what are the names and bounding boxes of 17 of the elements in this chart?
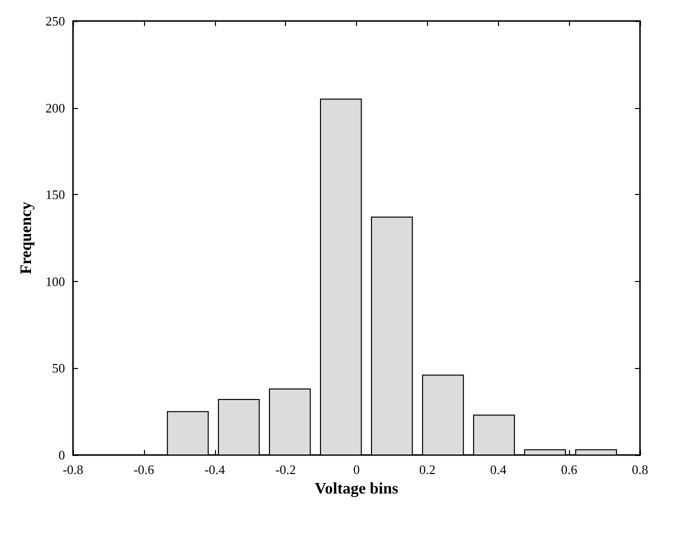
x-axis-title: Voltage bins (314, 480, 398, 498)
y-tick-label: 0 (58, 448, 65, 462)
x-tick-label: 0.8 (632, 462, 648, 477)
x-tick-label: 0.4 (490, 462, 507, 477)
x-tick-label: 0 (353, 462, 360, 477)
y-tick-label: 200 (46, 100, 65, 116)
y-tick-label: 100 (46, 274, 65, 289)
x-tick-label: -0.2 (275, 462, 296, 477)
y-axis-title: Frequency (18, 202, 36, 274)
y-tick-label: 50 (52, 360, 65, 376)
x-tick-label: 0.6 (561, 462, 578, 477)
y-tick-label: 250 (46, 14, 65, 28)
x-tick-label: -0.4 (204, 462, 226, 477)
x-tick-label: -0.8 (62, 462, 84, 477)
y-tick-label: 150 (46, 187, 65, 202)
x-tick-label: -0.6 (134, 462, 155, 477)
x-tick-label: 0.2 (419, 462, 436, 477)
